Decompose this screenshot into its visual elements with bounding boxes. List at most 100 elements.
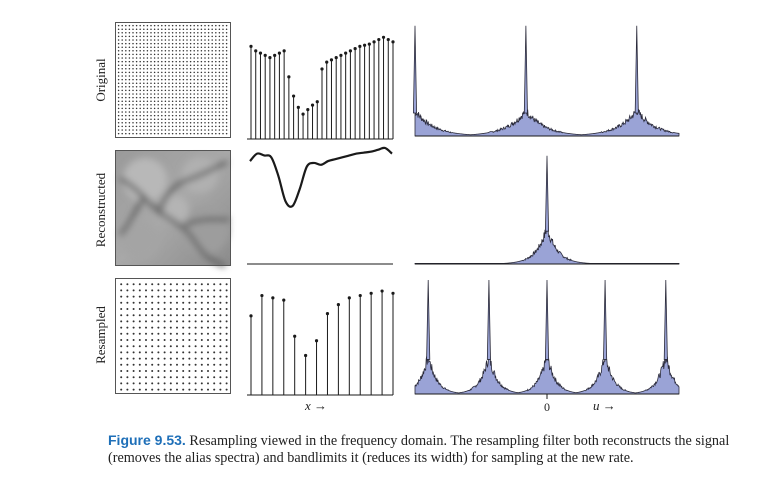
grid-dot — [125, 89, 127, 92]
grid-dot — [164, 125, 167, 128]
grid-dot — [139, 50, 141, 52]
grid-dot — [117, 46, 120, 48]
grid-dot — [153, 78, 156, 81]
grid-dot — [169, 295, 172, 298]
grid-dot — [125, 60, 127, 63]
grid-dot — [189, 60, 192, 63]
grid-dot — [125, 75, 127, 77]
grid-dot — [179, 125, 181, 128]
grid-dot — [211, 89, 213, 92]
grid-dot — [182, 35, 185, 38]
grid-dot — [175, 122, 177, 124]
grid-dot — [120, 289, 123, 292]
grid-dot — [135, 32, 138, 34]
grid-dot — [164, 82, 167, 84]
stem-head — [391, 291, 395, 295]
grid-dot — [182, 289, 185, 292]
grid-dot — [200, 114, 203, 117]
grid-dot — [186, 35, 188, 38]
grid-dot — [128, 75, 131, 77]
grid-dot — [135, 68, 138, 70]
original-grid-frame — [115, 22, 231, 138]
grid-dot — [197, 28, 199, 30]
stem-head — [339, 53, 343, 57]
grid-dot — [150, 104, 152, 106]
grid-dot — [204, 64, 206, 66]
grid-dot — [169, 376, 172, 379]
original-sample-grid — [115, 22, 231, 138]
grid-dot — [161, 82, 163, 84]
grid-dot — [135, 50, 138, 52]
grid-dot — [117, 107, 120, 110]
grid-dot — [179, 64, 181, 66]
grid-dot — [225, 351, 228, 354]
grid-dot — [204, 39, 206, 41]
grid-dot — [200, 314, 203, 317]
grid-dot — [171, 35, 174, 38]
grid-dot — [157, 382, 160, 385]
grid-dot — [197, 96, 199, 99]
spectrum-peak — [426, 279, 431, 360]
grid-dot — [143, 28, 145, 30]
grid-dot — [117, 93, 120, 95]
spectrum-peak — [412, 25, 418, 114]
grid-dot — [164, 75, 167, 77]
grid-dot — [132, 28, 134, 30]
grid-dot — [179, 50, 181, 52]
grid-dot — [197, 57, 199, 59]
grid-dot — [186, 57, 188, 59]
grid-dot — [168, 129, 170, 131]
grid-dot — [171, 24, 174, 27]
grid-dot — [161, 64, 163, 66]
grid-dot — [218, 93, 221, 95]
grid-dot — [151, 283, 154, 286]
grid-dot — [215, 132, 217, 135]
grid-dot — [182, 129, 185, 131]
grid-dot — [164, 100, 167, 102]
texture-blob — [123, 158, 167, 202]
grid-dot — [168, 111, 170, 113]
grid-dot — [168, 50, 170, 52]
grid-dot — [132, 53, 134, 56]
grid-dot — [211, 71, 213, 74]
grid-dot — [225, 345, 228, 348]
grid-dot — [132, 93, 134, 95]
grid-dot — [128, 60, 131, 63]
grid-dot — [126, 326, 129, 329]
grid-dot — [225, 50, 228, 52]
grid-dot — [182, 46, 185, 48]
stem-head — [325, 312, 330, 316]
grid-dot — [168, 42, 170, 45]
grid-dot — [117, 111, 120, 113]
grid-dot — [189, 122, 192, 124]
grid-dot — [121, 86, 123, 88]
grid-dot — [135, 93, 138, 95]
grid-dot — [164, 42, 167, 45]
grid-dot — [169, 301, 172, 304]
grid-dot — [143, 132, 145, 135]
grid-dot — [132, 132, 134, 135]
grid-dot — [218, 57, 221, 59]
grid-dot — [168, 89, 170, 92]
grid-dot — [204, 111, 206, 113]
grid-dot — [139, 71, 141, 74]
grid-dot — [200, 53, 203, 56]
grid-dot — [179, 75, 181, 77]
grid-dot — [153, 93, 156, 95]
grid-dot — [161, 32, 163, 34]
grid-dot — [117, 125, 120, 128]
grid-dot — [139, 118, 141, 120]
grid-dot — [145, 301, 147, 304]
grid-dot — [157, 308, 160, 310]
grid-dot — [204, 46, 206, 48]
grid-dot — [186, 125, 188, 128]
grid-dot — [188, 382, 191, 385]
grid-dot — [128, 78, 131, 81]
stem-head — [287, 75, 291, 79]
grid-dot — [128, 28, 131, 30]
grid-dot — [164, 93, 167, 95]
resampled-sample-grid — [115, 278, 231, 394]
grid-dot — [139, 107, 141, 110]
grid-dot — [175, 114, 177, 117]
grid-dot — [121, 111, 123, 113]
